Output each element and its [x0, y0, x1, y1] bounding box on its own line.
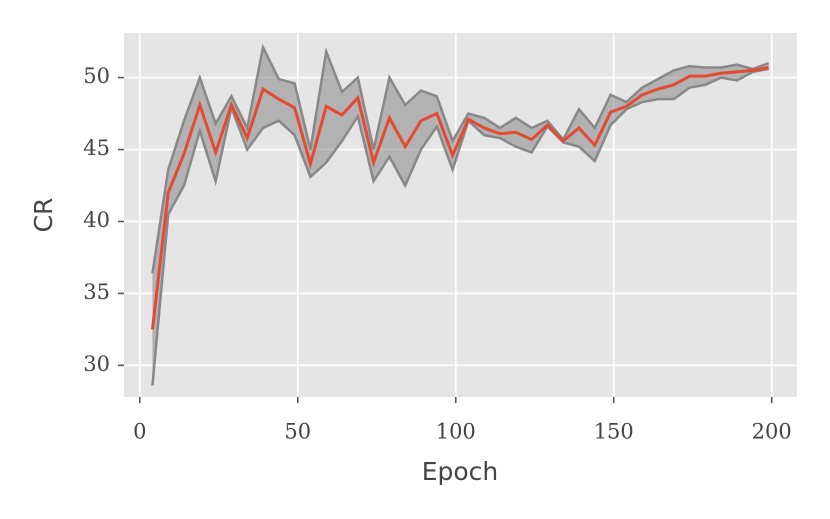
y-tick-label: 45 [83, 136, 110, 160]
band-upper [151, 43, 769, 274]
y-tick-label: 30 [83, 352, 110, 376]
y-tick-label: 35 [83, 280, 110, 304]
y-axis-label: CR [29, 198, 58, 233]
line [150, 66, 769, 330]
y-tick-label: 50 [83, 64, 110, 88]
y-tick-label: 40 [83, 208, 110, 232]
x-tick-label: 200 [752, 420, 792, 444]
x-tick-label: 150 [594, 420, 634, 444]
plot-background [124, 33, 797, 397]
band-lower [151, 67, 769, 386]
confidence-band [152, 47, 769, 386]
x-tick-label: 100 [436, 420, 476, 444]
x-tick-label: 0 [133, 420, 146, 444]
x-tick-label: 50 [284, 420, 311, 444]
x-axis-label: Epoch [422, 457, 499, 486]
